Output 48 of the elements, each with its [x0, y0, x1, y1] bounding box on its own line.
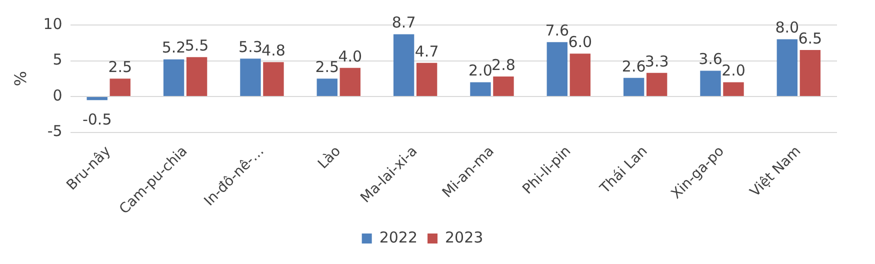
data-label: 3.3	[644, 52, 669, 70]
bar	[186, 57, 208, 96]
bar	[700, 70, 721, 96]
bar	[800, 50, 821, 96]
bar	[110, 78, 130, 96]
bar	[86, 97, 108, 100]
data-label: 2.5	[108, 58, 132, 76]
data-label: 8.0	[775, 18, 800, 37]
data-label: 2.0	[468, 62, 492, 80]
data-label: 6.5	[798, 29, 822, 48]
legend-label: 2022	[379, 228, 418, 246]
y-tick-label: 5	[52, 50, 62, 69]
bar	[416, 62, 438, 96]
y-tick-label: -5	[47, 122, 62, 140]
bar	[470, 82, 491, 96]
bar	[340, 68, 360, 96]
data-label: 4.0	[338, 47, 362, 66]
data-label: 2.8	[492, 56, 516, 74]
data-label: 7.6	[545, 22, 570, 40]
bar	[493, 76, 514, 96]
bar	[263, 62, 284, 96]
data-label: 2.5	[315, 58, 340, 76]
data-label: 4.8	[262, 42, 286, 60]
bar	[546, 42, 568, 96]
bar	[623, 78, 644, 96]
data-label: 5.5	[184, 36, 209, 55]
legend-label: 2023	[445, 228, 484, 246]
data-label: 2.6	[622, 57, 646, 76]
data-label: 4.7	[414, 42, 439, 60]
bar	[646, 72, 668, 96]
y-axis-title: %	[10, 71, 30, 86]
bar	[240, 58, 261, 96]
bar	[163, 59, 184, 96]
data-label: -0.5	[82, 110, 112, 128]
y-tick-label: 0	[52, 86, 62, 104]
bar	[776, 39, 798, 96]
bar	[723, 82, 744, 96]
data-label: 5.2	[162, 38, 186, 57]
data-label: 3.6	[698, 50, 722, 68]
bar	[570, 54, 590, 96]
bar	[393, 34, 414, 96]
bar	[316, 78, 338, 96]
data-label: 6.0	[568, 32, 592, 51]
x-tick-label: Lào	[315, 143, 344, 172]
data-label: 5.3	[238, 38, 262, 56]
y-tick-label: 10	[43, 14, 62, 33]
data-label: 2.0	[722, 62, 746, 80]
data-label: 8.7	[392, 14, 416, 32]
